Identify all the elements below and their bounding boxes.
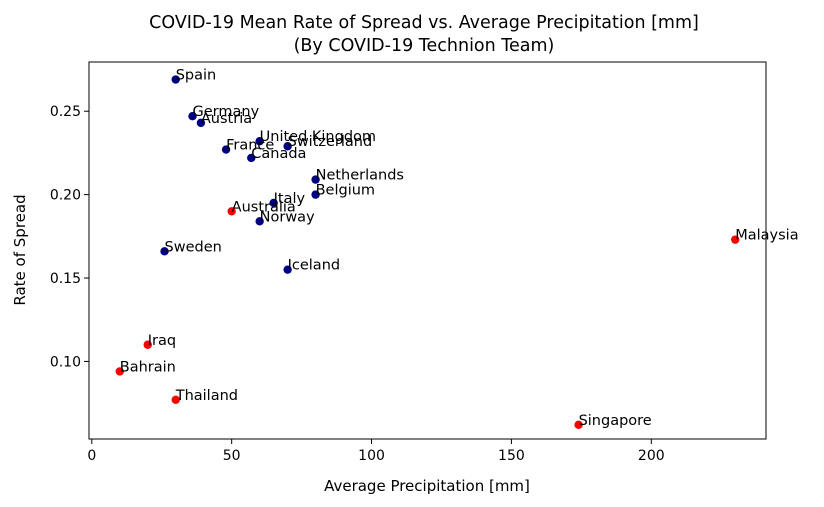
data-point bbox=[196, 118, 206, 128]
data-point bbox=[227, 207, 236, 216]
point-label: United Kingdom bbox=[260, 129, 376, 145]
data-point bbox=[283, 265, 292, 274]
chart-title: COVID-19 Mean Rate of Spread vs. Average… bbox=[149, 13, 699, 33]
x-axis-label: Average Precipitation [mm] bbox=[324, 477, 530, 495]
chart-subtitle: (By COVID-19 Technion Team) bbox=[294, 36, 555, 56]
axis-ticks: 0 50 100 150 200 0.10 0.15 0.20 0.25 bbox=[50, 104, 665, 464]
data-point bbox=[160, 247, 169, 256]
point-label: Australia bbox=[232, 199, 296, 215]
data-point bbox=[171, 395, 180, 404]
data-point bbox=[247, 153, 256, 163]
data-point bbox=[311, 175, 320, 184]
data-points bbox=[115, 75, 740, 430]
point-label: Belgium bbox=[316, 183, 375, 199]
y-tick-label: 0.10 bbox=[50, 354, 81, 370]
point-label: Switzerland bbox=[288, 134, 373, 150]
data-point bbox=[283, 142, 292, 151]
x-tick-label: 100 bbox=[358, 448, 385, 464]
point-label: Thailand bbox=[175, 388, 238, 404]
data-point bbox=[311, 190, 320, 199]
data-point bbox=[115, 367, 124, 376]
x-tick-label: 50 bbox=[223, 448, 241, 464]
data-point bbox=[269, 198, 278, 208]
data-point bbox=[143, 340, 152, 349]
plot-frame bbox=[88, 61, 767, 440]
point-label: Canada bbox=[251, 146, 306, 162]
y-tick-label: 0.15 bbox=[50, 271, 81, 287]
x-tick-label: 150 bbox=[498, 448, 525, 464]
data-point bbox=[221, 145, 231, 154]
point-label: Italy bbox=[274, 191, 306, 207]
point-label: Bahrain bbox=[120, 359, 176, 375]
point-label: Malaysia bbox=[735, 228, 798, 244]
point-label: Germany bbox=[193, 104, 260, 120]
data-point bbox=[171, 75, 180, 84]
point-label: Iceland bbox=[288, 258, 340, 274]
point-label: Norway bbox=[260, 209, 315, 225]
data-point bbox=[255, 137, 264, 146]
y-tick-label: 0.20 bbox=[50, 188, 81, 204]
data-point bbox=[731, 235, 740, 244]
x-tick-label: 0 bbox=[87, 448, 96, 464]
point-label: Iraq bbox=[148, 333, 176, 349]
point-label: Spain bbox=[176, 68, 217, 84]
point-label: Netherlands bbox=[316, 168, 404, 184]
y-axis-label: Rate of Spread bbox=[11, 194, 29, 305]
point-label: Austria bbox=[201, 111, 252, 127]
data-point bbox=[188, 112, 197, 121]
point-label: Singapore bbox=[579, 413, 652, 429]
y-tick-label: 0.25 bbox=[50, 104, 81, 120]
point-label: France bbox=[226, 138, 274, 154]
point-label: Sweden bbox=[165, 239, 222, 255]
data-point bbox=[574, 420, 583, 430]
data-point bbox=[255, 217, 264, 226]
x-tick-label: 200 bbox=[638, 448, 665, 464]
